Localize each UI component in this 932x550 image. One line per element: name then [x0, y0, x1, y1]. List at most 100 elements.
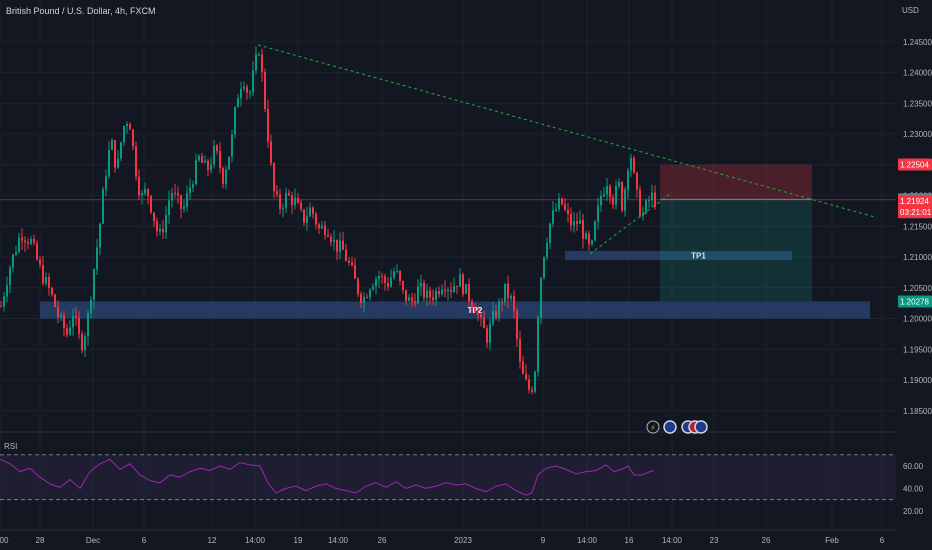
candle-body — [489, 323, 491, 343]
take-profit-area — [660, 199, 812, 302]
candle-body — [630, 157, 632, 171]
candle-body — [120, 142, 122, 159]
candle-body — [93, 269, 95, 300]
candle-body — [588, 233, 590, 245]
candle-body — [414, 301, 416, 304]
rsi-tick-label: 60.00 — [903, 462, 924, 471]
candlestick-series — [0, 46, 656, 395]
candle-body — [396, 271, 398, 273]
candle-body — [393, 271, 395, 278]
price-tag — [898, 206, 932, 219]
candle-body — [498, 301, 500, 318]
candle-body — [432, 297, 434, 300]
price-tick-label: 1.23500 — [903, 99, 932, 108]
uk-flag-event-icon[interactable] — [663, 420, 677, 434]
candle-body — [294, 197, 296, 206]
candle-body — [447, 289, 449, 292]
time-tick-label: 6 — [880, 536, 885, 545]
price-tick-label: 1.20000 — [903, 315, 932, 324]
candle-body — [543, 257, 545, 279]
uk-flag-event-icon[interactable] — [694, 420, 708, 434]
symbol-title: British Pound / U.S. Dollar, 4h, FXCM — [6, 6, 156, 16]
time-tick-label: 14:00 — [662, 536, 683, 545]
price-tag-value: 1.21924 — [900, 197, 929, 206]
candle-body — [240, 88, 242, 99]
candle-body — [126, 124, 128, 127]
price-tag-value: 03:21:01 — [900, 208, 932, 217]
price-tick-label: 1.18500 — [903, 407, 932, 416]
candle-body — [342, 240, 344, 250]
candle-body — [60, 315, 62, 317]
rsi-label: RSI — [4, 442, 17, 451]
candle-body — [279, 194, 281, 209]
candle-body — [477, 312, 479, 315]
candle-body — [102, 189, 104, 224]
candle-body — [198, 155, 200, 161]
short-position-tool[interactable] — [660, 164, 812, 302]
candle-body — [18, 237, 20, 253]
candle-body — [72, 316, 74, 328]
candle-body — [6, 285, 8, 297]
price-tag-value: 1.22504 — [900, 161, 929, 170]
candle-body — [138, 176, 140, 196]
candle-body — [603, 194, 605, 197]
candle-body — [0, 306, 2, 308]
candle-body — [627, 170, 629, 190]
candle-body — [546, 243, 548, 258]
candle-body — [618, 182, 620, 187]
candle-body — [471, 301, 473, 308]
candle-body — [180, 195, 182, 209]
candle-body — [324, 225, 326, 236]
time-tick-label: 00 — [0, 536, 9, 545]
candle-body — [24, 240, 26, 243]
candle-body — [21, 237, 23, 241]
price-axis[interactable]: 1.245001.240001.235001.230001.225001.220… — [896, 0, 932, 550]
time-axis[interactable]: 00 28 Dec 6 12 14:00 19 14:00 26 2023 9 14:00 16 14:0… — [0, 529, 896, 545]
price-tag — [898, 195, 932, 208]
candle-body — [255, 54, 257, 71]
candle-body — [213, 145, 215, 165]
candle-body — [300, 202, 302, 210]
candle-body — [144, 189, 146, 194]
candle-body — [561, 198, 563, 205]
candle-body — [366, 297, 368, 299]
candle-body — [510, 295, 512, 299]
candle-body — [576, 221, 578, 224]
candle-body — [27, 242, 29, 244]
candle-body — [495, 311, 497, 318]
candle-body — [282, 207, 284, 209]
candle-body — [411, 297, 413, 302]
candle-body — [69, 327, 71, 335]
candle-body — [96, 247, 98, 270]
candle-body — [156, 221, 158, 232]
descending-trendline — [257, 44, 876, 218]
candle-body — [441, 289, 443, 295]
candle-body — [480, 314, 482, 318]
candle-body — [99, 223, 101, 248]
candle-body — [192, 184, 194, 188]
candle-body — [30, 238, 32, 244]
candle-body — [555, 209, 557, 211]
time-tick-label: 26 — [378, 536, 387, 545]
price-axis-background — [896, 0, 932, 550]
trend-lines[interactable] — [0, 44, 896, 255]
candle-body — [591, 240, 593, 245]
candle-body — [438, 290, 440, 295]
candle-body — [468, 284, 470, 302]
candle-body — [288, 193, 290, 196]
event-markers[interactable]: ⚡ — [646, 420, 708, 434]
price-tick-label: 1.21500 — [903, 222, 932, 231]
candle-body — [540, 278, 542, 318]
candle-body — [249, 92, 251, 94]
rsi-line — [0, 458, 655, 496]
candle-body — [558, 198, 560, 210]
candle-body — [63, 315, 65, 329]
lightning-event-icon[interactable] — [646, 420, 660, 434]
price-tick-label: 1.19500 — [903, 345, 932, 354]
candle-body — [513, 295, 515, 311]
candle-body — [456, 285, 458, 287]
candle-body — [39, 259, 41, 265]
candle-body — [321, 225, 323, 229]
